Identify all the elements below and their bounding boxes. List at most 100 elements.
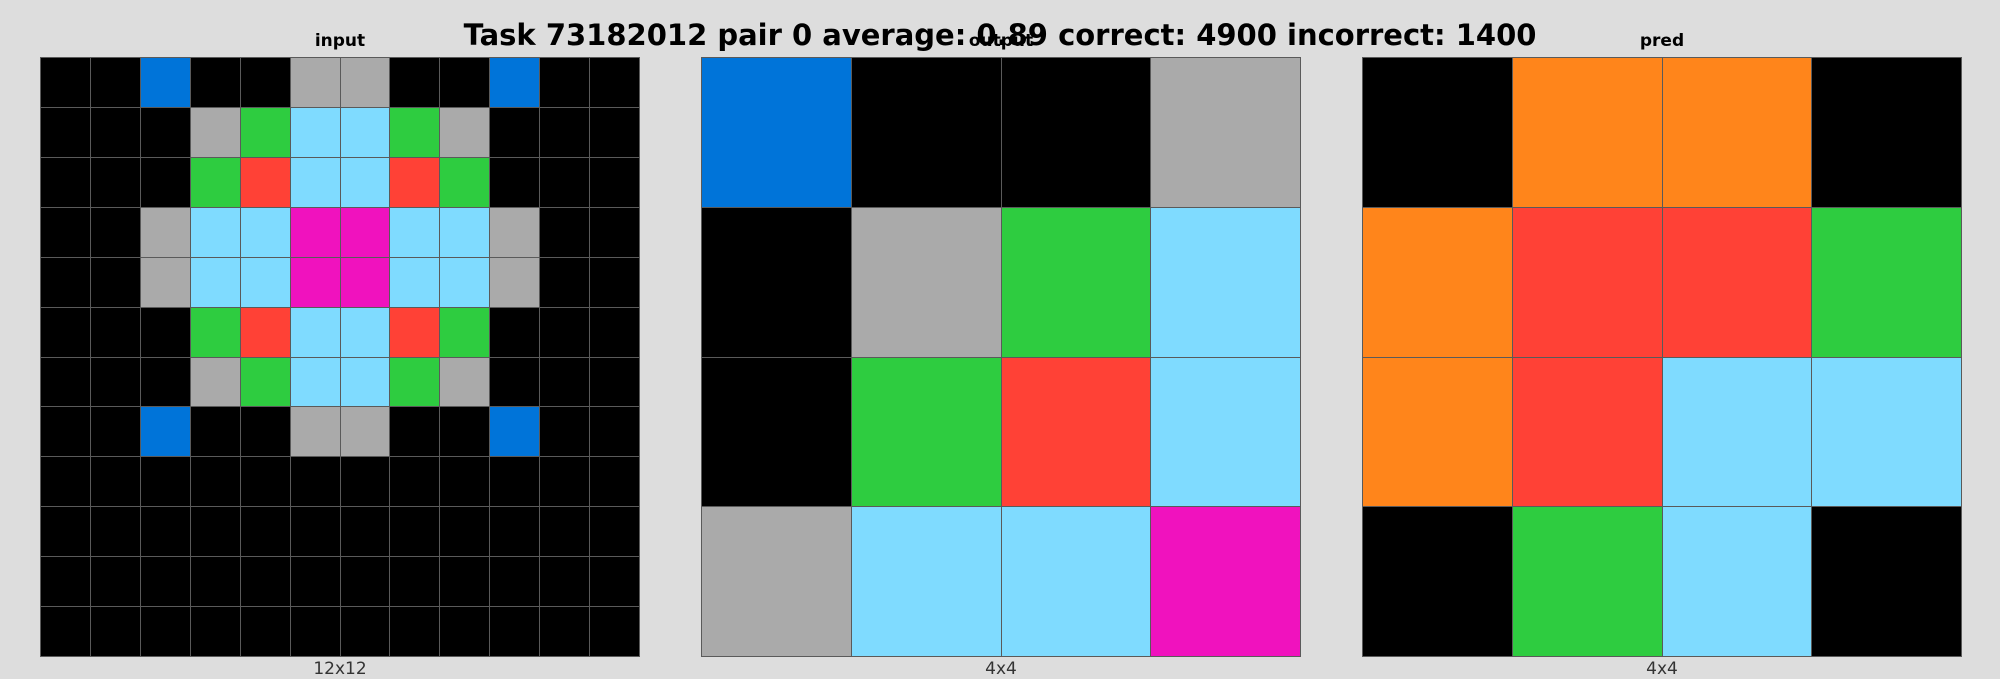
- grid-cell: [340, 407, 390, 457]
- grid-cell: [140, 507, 190, 557]
- grid-cell: [851, 207, 1001, 357]
- grid-cell: [1001, 507, 1151, 656]
- grid-cell: [390, 58, 440, 107]
- grid-cell: [240, 407, 290, 457]
- grid-cell: [41, 307, 90, 357]
- grid-cell: [702, 207, 851, 357]
- grid-cell: [90, 457, 140, 507]
- grid-cell: [290, 357, 340, 407]
- grid-cell: [702, 58, 851, 207]
- grid-cell: [540, 157, 590, 207]
- grid-cell: [490, 307, 540, 357]
- grid-cell: [41, 58, 90, 107]
- grid-cell: [540, 407, 590, 457]
- grid-cell: [590, 257, 639, 307]
- grid-cell: [440, 107, 490, 157]
- grid-cell: [1512, 357, 1662, 507]
- grid-cell: [140, 107, 190, 157]
- grid-cell: [490, 407, 540, 457]
- grid-cell: [440, 257, 490, 307]
- grid-cell: [1363, 507, 1512, 656]
- grid-cell: [390, 557, 440, 607]
- grid-cell: [390, 307, 440, 357]
- grid-cell: [140, 407, 190, 457]
- grid-cell: [590, 457, 639, 507]
- grid-cell: [1512, 507, 1662, 656]
- grid-cell: [851, 507, 1001, 656]
- grid-cell: [590, 107, 639, 157]
- grid-cell: [240, 207, 290, 257]
- grid-cell: [1363, 58, 1512, 207]
- grid-cell: [540, 307, 590, 357]
- grid-cell: [440, 207, 490, 257]
- grid-cell: [390, 357, 440, 407]
- grid-cell: [190, 307, 240, 357]
- grid-cell: [190, 557, 240, 607]
- grid-cell: [340, 357, 390, 407]
- grid-cell: [340, 557, 390, 607]
- grid-cell: [390, 207, 440, 257]
- grid-cell: [1151, 207, 1300, 357]
- grid-cell: [490, 157, 540, 207]
- grid-cell: [590, 307, 639, 357]
- grid-cell: [290, 107, 340, 157]
- grid-cell: [190, 607, 240, 656]
- grid-cell: [590, 607, 639, 656]
- grid-cell: [240, 107, 290, 157]
- grid-cell: [240, 157, 290, 207]
- grid-cell: [590, 157, 639, 207]
- grid-cell: [851, 58, 1001, 207]
- grid-cell: [90, 157, 140, 207]
- grid-cell: [190, 257, 240, 307]
- grid-cell: [140, 157, 190, 207]
- grid-cell: [41, 507, 90, 557]
- grid-cell: [240, 58, 290, 107]
- grid-cell: [390, 457, 440, 507]
- grid-cell: [1512, 58, 1662, 207]
- grid-cell: [240, 607, 290, 656]
- grid-cell: [1001, 58, 1151, 207]
- grid-cell: [390, 157, 440, 207]
- grid-cell: [41, 357, 90, 407]
- grid-cell: [41, 457, 90, 507]
- grid-cell: [390, 407, 440, 457]
- grid-cell: [1662, 58, 1812, 207]
- grid-cell: [190, 357, 240, 407]
- grid-cell: [240, 557, 290, 607]
- grid-cell: [540, 107, 590, 157]
- grid-cell: [190, 507, 240, 557]
- grid-cell: [140, 58, 190, 107]
- grid-cell: [90, 607, 140, 656]
- grid-cell: [190, 58, 240, 107]
- grid-size-caption: 4x4: [1646, 659, 1678, 679]
- grid-cell: [590, 357, 639, 407]
- grid-cell: [290, 507, 340, 557]
- grid-cell: [1151, 58, 1300, 207]
- grid-cell: [340, 257, 390, 307]
- panel-title: input: [314, 31, 366, 51]
- grid-cell: [41, 257, 90, 307]
- grid-cell: [290, 207, 340, 257]
- grid-cell: [490, 207, 540, 257]
- grid-cell: [140, 557, 190, 607]
- grid-cell: [190, 407, 240, 457]
- grid-cell: [490, 507, 540, 557]
- grid-cell: [90, 507, 140, 557]
- grid-cell: [240, 257, 290, 307]
- grid-cell: [1812, 207, 1961, 357]
- figure-title: Task 73182012 pair 0 average: 0.89 corre…: [463, 18, 1537, 52]
- grid-cell: [41, 407, 90, 457]
- grid-cell: [41, 157, 90, 207]
- grid-cell: [540, 507, 590, 557]
- grid-cell: [1151, 357, 1300, 507]
- grid-cell: [1662, 207, 1812, 357]
- grid-cell: [490, 557, 540, 607]
- grid-cell: [1812, 357, 1961, 507]
- grid-cell: [540, 207, 590, 257]
- grid-cell: [1812, 58, 1961, 207]
- output-grid: [701, 57, 1301, 657]
- grid-cell: [440, 457, 490, 507]
- grid-cell: [41, 207, 90, 257]
- grid-cell: [590, 507, 639, 557]
- grid-cell: [41, 107, 90, 157]
